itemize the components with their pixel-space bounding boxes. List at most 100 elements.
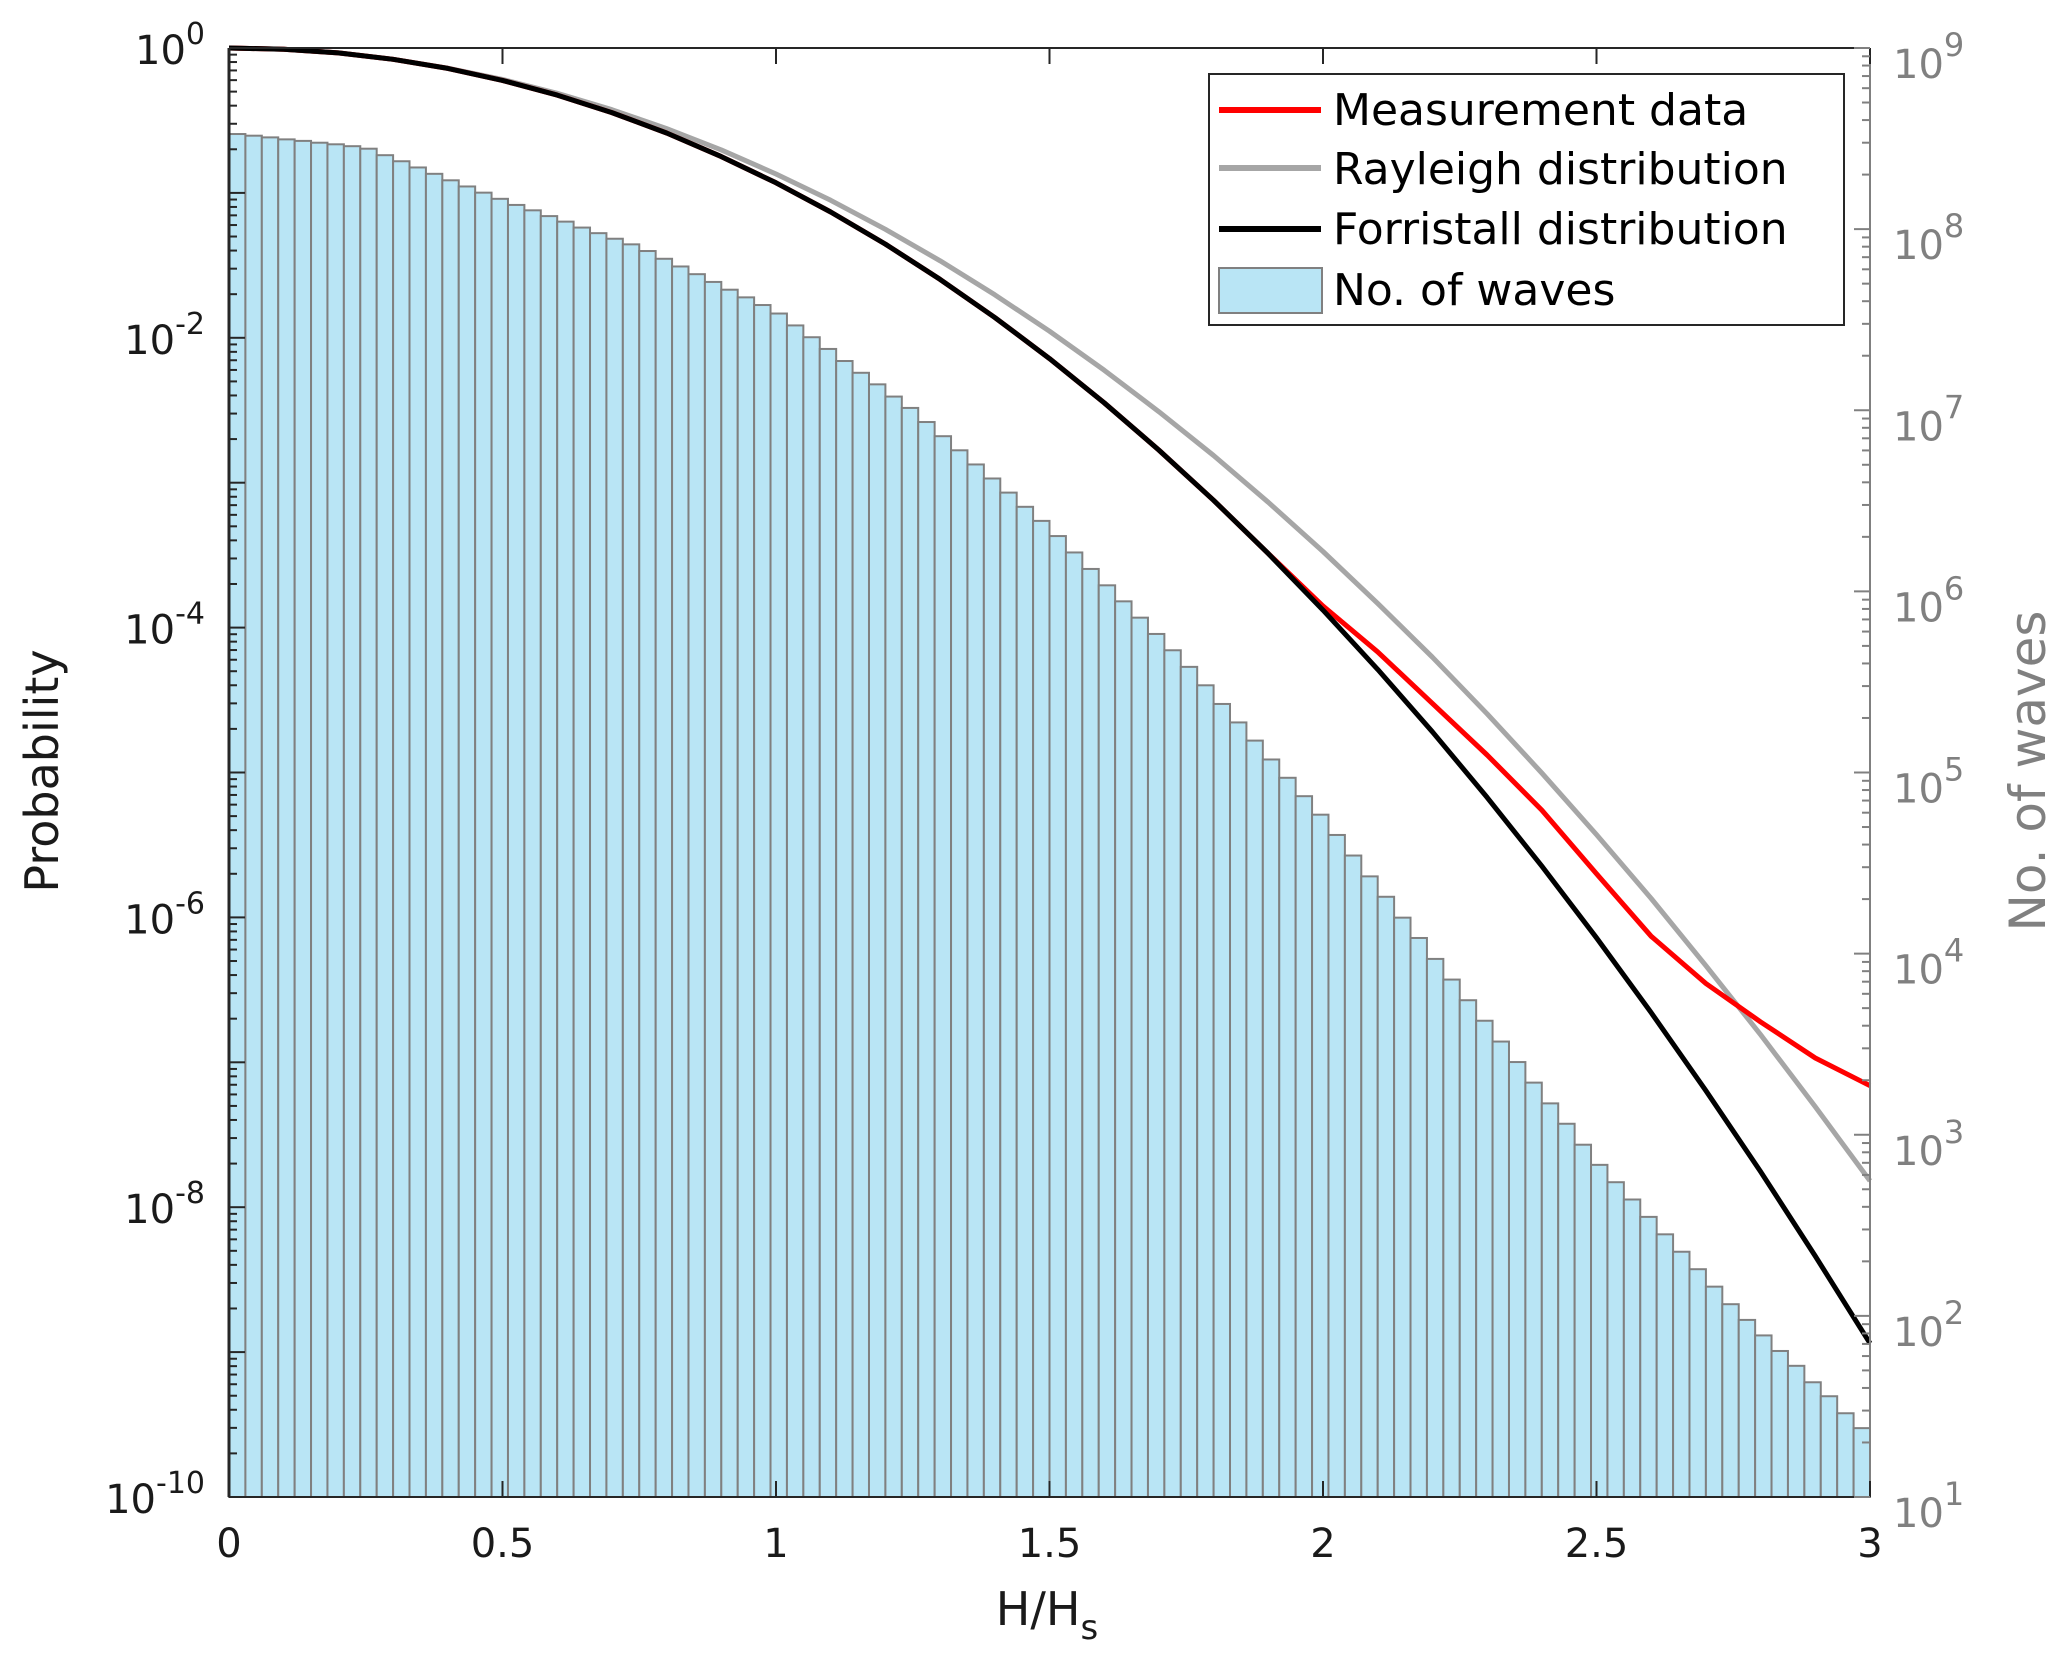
axes: [227, 47, 1871, 1498]
histogram-bar: [1114, 600, 1133, 1498]
x-tick-label: 1.5: [1018, 1521, 1082, 1567]
histogram-bar: [260, 136, 280, 1498]
histogram-bar: [457, 185, 477, 1498]
histogram-bar: [1786, 1364, 1806, 1499]
histogram-bar: [1327, 833, 1346, 1498]
histogram-bar: [1819, 1395, 1839, 1499]
histogram-bar: [835, 360, 854, 1498]
series-lines: [228, 45, 1873, 1345]
legend-label-rayleigh: Rayleigh distribution: [1333, 144, 1788, 195]
histogram-bar: [1393, 916, 1412, 1498]
histogram-bar: [1458, 999, 1478, 1499]
histogram-bar: [1737, 1318, 1757, 1498]
histogram-bar: [1770, 1349, 1789, 1499]
histogram-bar: [1672, 1250, 1691, 1498]
x-tick-label: 1: [763, 1521, 788, 1567]
legend-label-bars: No. of waves: [1333, 265, 1615, 316]
histogram-bar: [1704, 1285, 1724, 1498]
right-tick-label: 107: [1893, 388, 1964, 450]
histogram-bar: [1540, 1102, 1560, 1498]
histogram-bar: [506, 203, 526, 1499]
tick-exponent: 5: [1944, 751, 1964, 789]
histogram-bar: [867, 383, 887, 1498]
histogram-bar: [1261, 758, 1281, 1498]
histogram-bar: [1376, 895, 1396, 1498]
histogram-bar: [424, 172, 444, 1498]
legend-label-measurement: Measurement data: [1333, 85, 1748, 136]
histogram-bar: [1278, 776, 1297, 1498]
tick-exponent: 8: [1944, 207, 1964, 245]
histogram-bar: [720, 288, 739, 1498]
histogram-bar: [1409, 936, 1428, 1498]
right-tick-label: 104: [1893, 932, 1964, 994]
histogram-bar: [326, 143, 345, 1499]
right-tick-label: 108: [1893, 207, 1964, 269]
left-axis-label: Probability: [15, 649, 69, 892]
histogram-bar: [1015, 505, 1035, 1498]
tick-exponent: 4: [1944, 932, 1964, 970]
x-tick-label: 3: [1857, 1521, 1882, 1567]
histogram-bar: [589, 232, 608, 1499]
histogram-bar: [556, 220, 575, 1498]
tick-exponent: -4: [175, 597, 205, 632]
tick-base: 10: [135, 28, 186, 74]
histogram-bar: [1557, 1122, 1576, 1498]
histogram-bar: [1507, 1061, 1527, 1499]
histogram-bar: [408, 166, 427, 1499]
tick-base: 10: [1893, 223, 1944, 269]
histogram-bar: [441, 179, 460, 1499]
histogram-bar: [950, 449, 969, 1498]
histogram-bar: [703, 280, 723, 1498]
histogram-bar: [1097, 584, 1117, 1498]
tick-exponent: -10: [156, 1466, 205, 1501]
histogram-bar: [671, 265, 690, 1498]
histogram-bar: [1212, 702, 1232, 1498]
left-tick-label: 10-6: [124, 886, 205, 943]
histogram-bar: [900, 406, 920, 1499]
histogram-bar: [1688, 1268, 1707, 1499]
histogram-bar: [1048, 535, 1067, 1498]
histogram-bar: [1655, 1233, 1675, 1498]
histogram-bar: [1245, 739, 1264, 1498]
histogram-bar: [605, 237, 624, 1499]
tick-exponent: -8: [175, 1176, 205, 1211]
histogram-bar: [1754, 1334, 1773, 1498]
histogram-bar: [1425, 957, 1445, 1498]
tick-exponent: -2: [175, 307, 205, 342]
histogram-bar: [736, 296, 756, 1498]
tick-base: 10: [1893, 767, 1944, 813]
histogram-bar: [1343, 854, 1363, 1498]
x-tick-label: 2.5: [1565, 1521, 1629, 1567]
histogram-bar: [621, 243, 641, 1499]
histogram-bar: [1639, 1215, 1658, 1498]
left-tick-label: 100: [135, 17, 205, 74]
tick-exponent: 9: [1944, 26, 1964, 64]
histogram-bar: [1130, 616, 1149, 1498]
left-tick-label: 10-10: [105, 1466, 205, 1523]
histogram-bar: [1360, 875, 1379, 1498]
right-tick-label: 101: [1893, 1475, 1964, 1537]
histogram-bar: [917, 421, 936, 1498]
tick-base: 10: [1893, 948, 1944, 994]
right-axis-label: No. of waves: [1999, 611, 2057, 932]
histogram-bar: [375, 154, 395, 1499]
tick-exponent: 1: [1944, 1475, 1964, 1513]
left-tick-label: 10-4: [124, 597, 205, 654]
histogram-bar: [523, 209, 542, 1498]
x-tick-label: 2: [1310, 1521, 1335, 1567]
histogram-bar: [1836, 1412, 1855, 1499]
histogram-bar: [933, 435, 953, 1499]
histogram-bar: [1590, 1163, 1609, 1499]
tick-exponent: 0: [186, 17, 205, 52]
histogram-bar: [1852, 1427, 1871, 1499]
legend: Measurement data Rayleigh distribution F…: [1208, 73, 1845, 326]
histogram-bar: [638, 250, 657, 1498]
histogram-bar: [1606, 1181, 1625, 1498]
histogram-bar: [1721, 1303, 1740, 1499]
tick-base: 10: [124, 897, 175, 943]
histogram-bar: [310, 141, 329, 1498]
left-tick-label: 10-8: [124, 1176, 205, 1233]
legend-label-forristall: Forristall distribution: [1333, 204, 1788, 255]
histogram-bar: [1803, 1381, 1822, 1499]
